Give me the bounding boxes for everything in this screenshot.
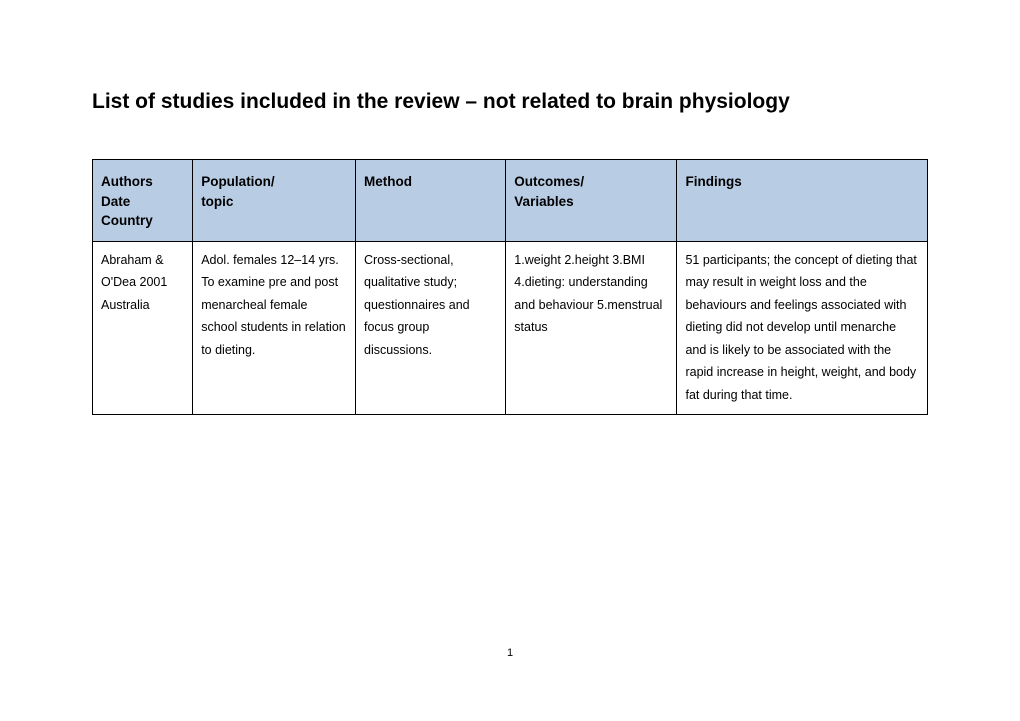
cell-findings: 51 participants; the concept of dieting … — [677, 241, 928, 415]
studies-table: Authors Date Country Population/ topic M… — [92, 159, 928, 415]
column-header-authors: Authors Date Country — [93, 160, 193, 242]
column-header-population: Population/ topic — [193, 160, 356, 242]
document-page: List of studies included in the review –… — [0, 0, 1020, 415]
column-header-method: Method — [356, 160, 506, 242]
cell-authors: Abraham & O'Dea 2001 Australia — [93, 241, 193, 415]
cell-method: Cross-sectional, qualitative study; ques… — [356, 241, 506, 415]
cell-population: Adol. females 12–14 yrs. To examine pre … — [193, 241, 356, 415]
cell-outcomes: 1.weight 2.height 3.BMI 4.dieting: under… — [506, 241, 677, 415]
table-header-row: Authors Date Country Population/ topic M… — [93, 160, 928, 242]
page-number: 1 — [0, 647, 1020, 659]
column-header-findings: Findings — [677, 160, 928, 242]
column-header-outcomes: Outcomes/ Variables — [506, 160, 677, 242]
table-row: Abraham & O'Dea 2001 Australia Adol. fem… — [93, 241, 928, 415]
page-title: List of studies included in the review –… — [92, 88, 928, 115]
